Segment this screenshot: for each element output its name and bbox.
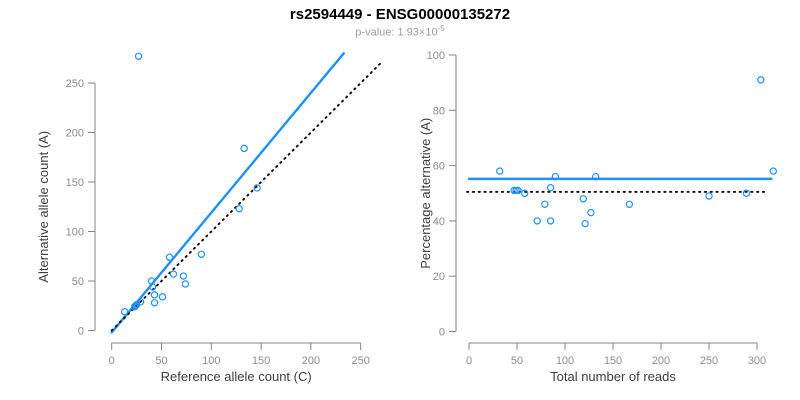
data-point	[131, 302, 140, 310]
data-point	[165, 253, 174, 261]
data-point	[579, 195, 587, 203]
data-point	[235, 205, 243, 213]
data-point	[587, 208, 595, 217]
x-axis-title: Total number of reads	[550, 369, 676, 384]
scatter-plot-allele-counts: 0 50 100 150 200 250 0 50 100 150 200 250 Reference …	[36, 52, 384, 384]
y-tick-label: 200	[66, 128, 84, 140]
fit-line	[110, 52, 345, 334]
data-point	[120, 307, 129, 316]
data-point	[181, 280, 190, 288]
data-point	[625, 200, 634, 209]
y-tick-label: 60	[433, 161, 445, 173]
data-point	[179, 272, 188, 280]
data-point	[546, 184, 555, 192]
y-tick-label: 0	[439, 327, 445, 339]
data-point	[592, 172, 600, 181]
data-point	[136, 298, 145, 306]
y-axis-title: Percentage alternative (A)	[418, 118, 433, 269]
x-tick-label: 200	[302, 355, 320, 367]
y-tick-label: 80	[433, 105, 445, 117]
data-point	[541, 200, 549, 209]
data-point	[150, 291, 159, 299]
data-point	[197, 250, 206, 258]
x-tick-label: 0	[109, 355, 115, 367]
data-point	[130, 303, 139, 311]
x-tick-label: 250	[352, 355, 370, 367]
x-tick-label: 250	[700, 355, 718, 367]
data-point	[514, 186, 522, 195]
x-tick-label: 50	[511, 355, 523, 367]
y-tick-label: 100	[66, 227, 84, 239]
data-point	[705, 192, 713, 200]
y-tick-label: 50	[72, 276, 84, 288]
data-point	[496, 167, 504, 175]
x-tick-label: 200	[652, 355, 670, 367]
pvalue-exponent: -5	[437, 24, 445, 33]
data-point	[169, 270, 178, 278]
data-point	[150, 299, 159, 307]
data-point	[757, 76, 765, 84]
data-point	[533, 217, 541, 225]
x-tick-label: 100	[202, 355, 220, 367]
y-tick-label: 250	[66, 78, 84, 90]
x-tick-label: 150	[604, 355, 622, 367]
x-axis-title: Reference allele count (C)	[161, 369, 312, 384]
y-tick-label: 100	[427, 50, 445, 62]
data-point	[546, 217, 555, 225]
data-point	[581, 219, 589, 228]
data-point	[148, 283, 157, 291]
y-tick-label: 0	[78, 326, 84, 338]
data-point	[551, 172, 560, 181]
data-point	[253, 184, 261, 192]
data-point	[742, 189, 751, 197]
identity-line	[110, 60, 384, 332]
data-point	[520, 189, 529, 197]
x-tick-label: 150	[252, 355, 270, 367]
x-tick-label: 50	[155, 355, 167, 367]
y-tick-label: 150	[66, 177, 84, 189]
x-tick-label: 300	[748, 355, 766, 367]
y-tick-label: 20	[433, 271, 445, 283]
y-axis-title: Alternative allele count (A)	[36, 131, 51, 283]
scatter-plot-percentage-alternative: 0 20 40 60 80 100 0 50 100 150 200 250 300 Total numb…	[418, 50, 778, 384]
pvalue-text: p-value: 1.93×10	[355, 26, 438, 39]
data-point	[769, 167, 778, 175]
x-tick-label: 0	[466, 355, 472, 367]
data-point	[158, 293, 167, 301]
pvalue-subtitle: p-value: 1.93×10-5	[0, 24, 800, 39]
data-point	[134, 52, 143, 60]
data-point	[240, 144, 248, 153]
x-tick-label: 100	[556, 355, 574, 367]
y-tick-label: 40	[433, 216, 445, 228]
figure-title: rs2594449 - ENSG00000135272	[289, 6, 511, 23]
